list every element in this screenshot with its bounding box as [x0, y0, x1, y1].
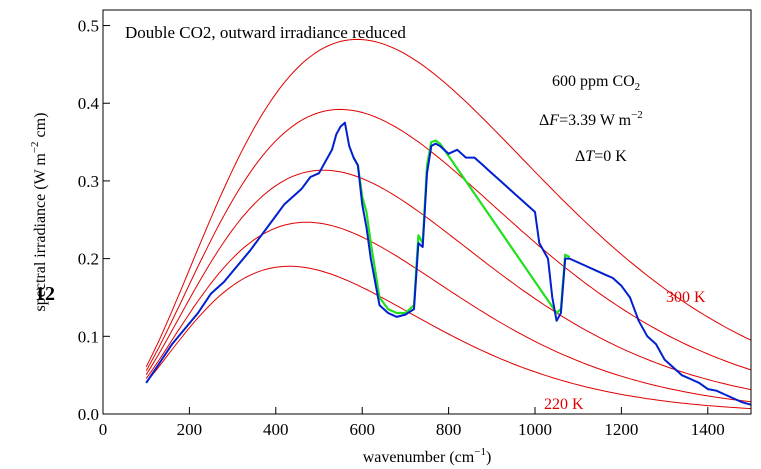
planck-curve-220k	[145, 265, 752, 410]
x-tick-label: 1400	[691, 420, 725, 439]
reference-spectrum-line	[352, 139, 571, 315]
x-tick-label: 600	[349, 420, 375, 439]
delta-f-annotation: ΔF=3.39 W m−2	[539, 109, 643, 129]
planck-curves	[145, 38, 752, 410]
spectrum-series	[145, 121, 752, 406]
y-tick-label: 0.1	[78, 327, 99, 346]
x-tick-label: 400	[263, 420, 289, 439]
clipped-side-label: 12	[35, 283, 55, 305]
y-tick-label: 0.4	[78, 94, 100, 113]
x-tick-label: 1000	[518, 420, 552, 439]
x-tick-label: 800	[436, 420, 462, 439]
y-tick-label: 0.2	[78, 250, 99, 269]
doubled-co2-spectrum-line	[145, 121, 752, 406]
plot-frame	[102, 9, 752, 415]
x-tick-label: 1200	[604, 420, 638, 439]
label-220k: 220 K	[544, 396, 584, 413]
planck-curve-300k	[145, 38, 752, 368]
delta-t-annotation: ΔT=0 K	[575, 148, 627, 165]
x-axis-label: wavenumber (cm−1)	[363, 446, 492, 466]
chart-title: Double CO2, outward irradiance reduced	[125, 23, 406, 42]
x-tick-label: 200	[177, 420, 203, 439]
y-tick-label: 0.3	[78, 172, 99, 191]
label-300k: 300 K	[666, 289, 706, 306]
axis-ticks: 0 200 400 600 800 1000 1200 1400 0.0 0.1 0.2 0.3 0.4…	[78, 17, 725, 439]
y-tick-label: 0.5	[78, 17, 99, 36]
y-tick-label: 0.0	[78, 405, 99, 424]
co2-annotation: 600 ppm CO2	[552, 73, 640, 93]
x-tick-label: 0	[99, 420, 108, 439]
planck-curve-280k	[145, 108, 752, 371]
y-axis-label: spectral irradiance (W m−2 cm)	[29, 113, 49, 312]
planck-curve-260k	[145, 169, 752, 391]
planck-curve-240k	[145, 221, 752, 403]
